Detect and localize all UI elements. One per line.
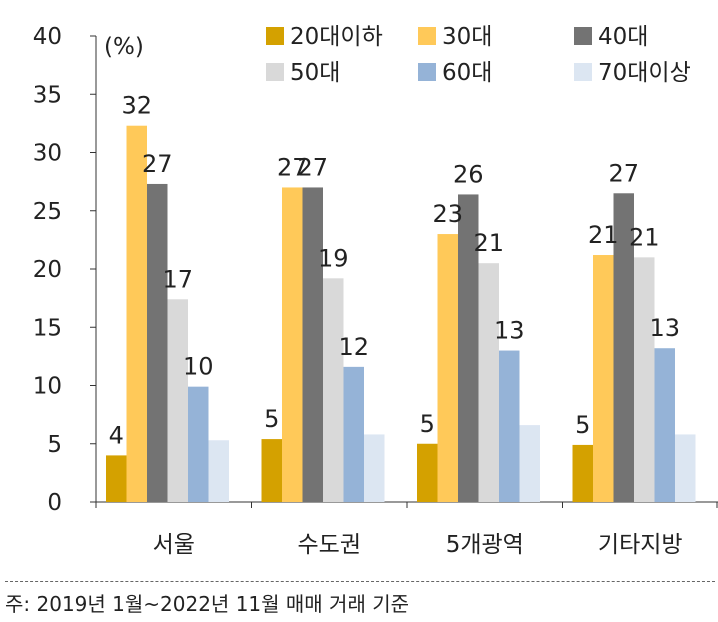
bar bbox=[208, 440, 229, 502]
bar bbox=[167, 299, 188, 502]
bar bbox=[593, 255, 614, 502]
legend-swatch bbox=[266, 27, 284, 45]
y-tick-label: 5 bbox=[47, 432, 62, 458]
bar bbox=[147, 183, 168, 502]
legend-label: 50대 bbox=[290, 60, 340, 86]
bar bbox=[417, 443, 438, 502]
data-label: 27 bbox=[277, 153, 308, 181]
bar bbox=[188, 386, 209, 502]
bar bbox=[126, 125, 147, 502]
category-label: 5개광역 bbox=[446, 532, 524, 558]
y-tick-label: 0 bbox=[47, 490, 62, 516]
bar bbox=[572, 444, 593, 502]
bar bbox=[282, 187, 303, 502]
legend-label: 60대 bbox=[442, 60, 492, 86]
data-label: 23 bbox=[432, 200, 463, 228]
y-unit-label: (%) bbox=[104, 34, 144, 60]
legend-swatch bbox=[418, 27, 436, 45]
data-label: 12 bbox=[338, 333, 369, 361]
bar bbox=[323, 278, 344, 502]
bar bbox=[302, 187, 323, 502]
data-label: 26 bbox=[453, 160, 484, 188]
data-label: 32 bbox=[121, 92, 152, 120]
bar bbox=[634, 257, 655, 502]
y-tick-label: 30 bbox=[33, 141, 62, 167]
y-tick-label: 15 bbox=[33, 315, 62, 341]
data-label: 21 bbox=[629, 223, 660, 251]
data-label: 4 bbox=[109, 421, 124, 449]
data-label: 27 bbox=[142, 150, 173, 178]
note-divider bbox=[5, 581, 715, 582]
bar bbox=[675, 434, 696, 502]
bar bbox=[613, 193, 634, 502]
bars bbox=[106, 125, 696, 503]
legend-swatch bbox=[266, 63, 284, 81]
axes: 0 5 10 15 20 25 30 35 40 bbox=[33, 24, 718, 516]
bar bbox=[654, 348, 675, 502]
legend-swatch bbox=[418, 63, 436, 81]
y-tick-label: 40 bbox=[33, 24, 62, 50]
data-label: 13 bbox=[649, 314, 680, 342]
legend: 20대이하 30대 40대 50대 60대 70대이상 bbox=[266, 24, 691, 86]
bar bbox=[364, 434, 385, 502]
data-label: 21 bbox=[588, 221, 619, 249]
y-tick-label: 25 bbox=[33, 199, 62, 225]
data-label: 13 bbox=[494, 317, 525, 345]
legend-label: 40대 bbox=[598, 24, 648, 50]
data-label: 21 bbox=[473, 229, 504, 257]
bar bbox=[519, 425, 540, 502]
bar bbox=[343, 366, 364, 502]
data-label: 27 bbox=[608, 159, 639, 187]
data-label: 27 bbox=[297, 153, 328, 181]
data-label: 5 bbox=[420, 410, 435, 438]
legend-swatch bbox=[574, 27, 592, 45]
y-tick-label: 10 bbox=[33, 374, 62, 400]
y-tick-label: 20 bbox=[33, 257, 62, 283]
legend-label: 20대이하 bbox=[290, 24, 383, 50]
legend-swatch bbox=[574, 63, 592, 81]
legend-label: 30대 bbox=[442, 24, 492, 50]
bar bbox=[106, 455, 127, 502]
bar bbox=[458, 194, 479, 502]
category-label: 기타지방 bbox=[598, 532, 683, 558]
data-label: 10 bbox=[183, 353, 214, 381]
bar bbox=[437, 234, 458, 503]
data-label: 5 bbox=[575, 411, 590, 439]
footnote: 주: 2019년 1월~2022년 11월 매매 거래 기준 bbox=[5, 592, 410, 616]
bar bbox=[478, 263, 499, 502]
category-label: 수도권 bbox=[298, 532, 361, 558]
category-label: 서울 bbox=[153, 532, 195, 558]
legend-label: 70대이상 bbox=[598, 60, 691, 86]
data-label: 19 bbox=[318, 244, 349, 272]
bar bbox=[499, 350, 520, 502]
y-tick-label: 35 bbox=[33, 82, 62, 108]
bar bbox=[261, 439, 282, 502]
data-label: 5 bbox=[264, 405, 279, 433]
data-label: 17 bbox=[162, 265, 193, 293]
category-labels: 서울 수도권 5개광역 기타지방 bbox=[153, 532, 683, 558]
